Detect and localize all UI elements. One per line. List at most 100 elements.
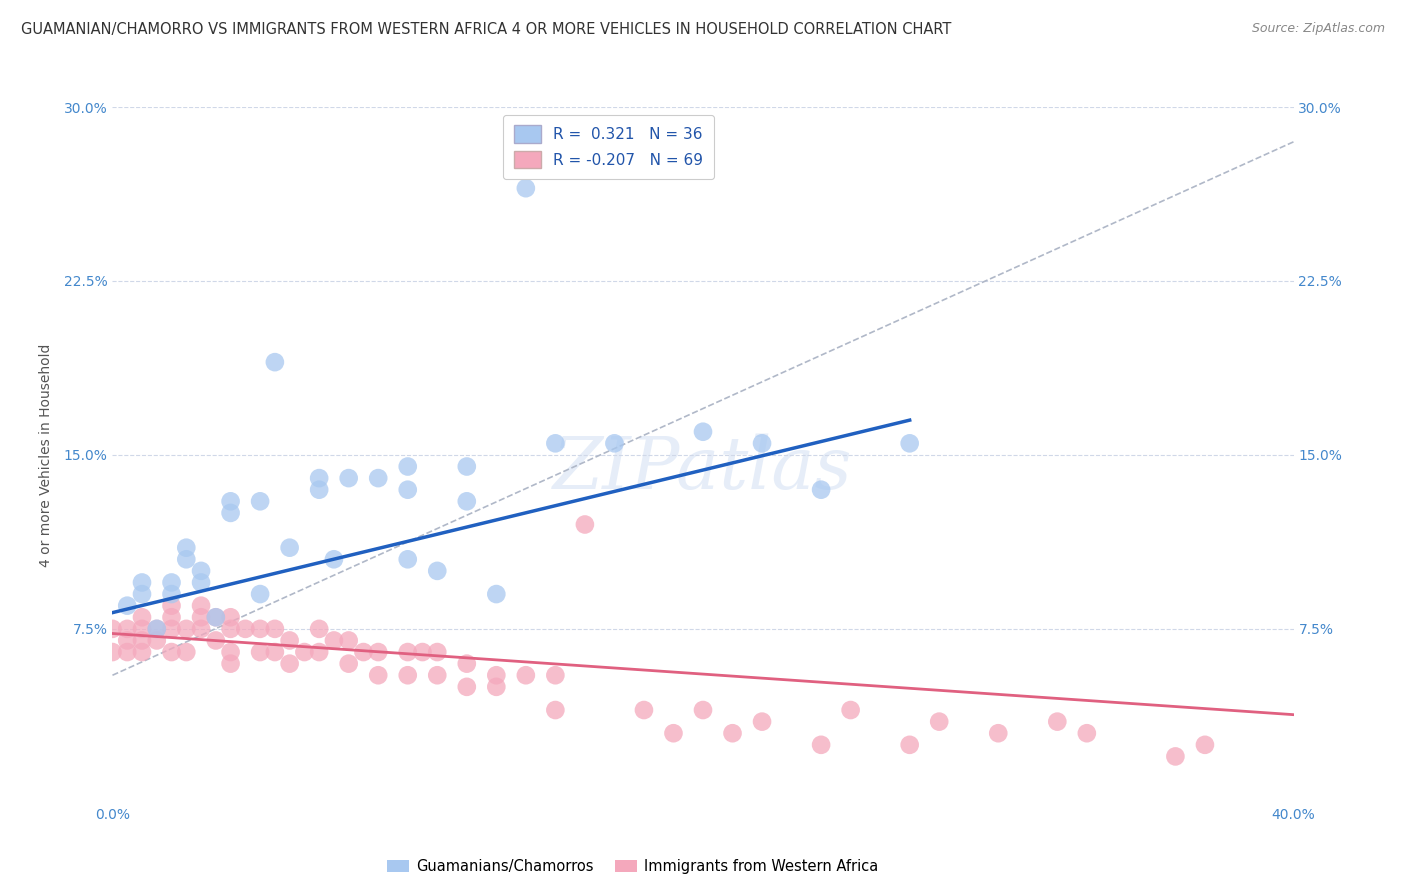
Point (485, 668, 508, 682)
Point (190, 599, 212, 613)
Point (396, 552, 419, 566)
Point (117, 645, 138, 659)
Point (205, 610, 228, 624)
Point (131, 575, 153, 590)
Point (278, 657, 301, 671)
Point (249, 622, 271, 636)
Point (367, 668, 389, 682)
Point (264, 355, 287, 369)
Point (117, 633, 138, 648)
Text: GUAMANIAN/CHAMORRO VS IMMIGRANTS FROM WESTERN AFRICA 4 OR MORE VEHICLES IN HOUSE: GUAMANIAN/CHAMORRO VS IMMIGRANTS FROM WE… (21, 22, 952, 37)
Point (308, 645, 330, 659)
Point (411, 645, 433, 659)
Point (396, 645, 419, 659)
Y-axis label: 4 or more Vehicles in Household: 4 or more Vehicles in Household (38, 343, 52, 566)
Point (721, 726, 744, 740)
Point (987, 726, 1010, 740)
Point (426, 564, 449, 578)
Point (810, 483, 832, 497)
Point (323, 552, 346, 566)
Point (603, 436, 626, 450)
Point (308, 471, 330, 485)
Point (1076, 726, 1098, 740)
Point (367, 645, 389, 659)
Point (292, 645, 315, 659)
Point (131, 587, 153, 601)
Point (485, 587, 508, 601)
Point (146, 622, 169, 636)
Point (662, 726, 685, 740)
Point (190, 564, 212, 578)
Point (396, 459, 419, 474)
Point (174, 622, 197, 636)
Point (131, 622, 153, 636)
Point (101, 622, 124, 636)
Point (323, 633, 346, 648)
Point (278, 541, 301, 555)
Point (751, 714, 773, 729)
Point (278, 633, 301, 648)
Point (515, 668, 537, 682)
Point (174, 552, 197, 566)
Point (264, 645, 287, 659)
Point (219, 645, 242, 659)
Legend: Guamanians/Chamorros, Immigrants from Western Africa: Guamanians/Chamorros, Immigrants from We… (381, 854, 884, 880)
Point (396, 668, 419, 682)
Point (308, 622, 330, 636)
Point (101, 645, 124, 659)
Point (574, 517, 596, 532)
Point (692, 703, 714, 717)
Point (515, 181, 537, 195)
Point (337, 471, 360, 485)
Point (249, 494, 271, 508)
Point (308, 483, 330, 497)
Point (174, 541, 197, 555)
Point (456, 657, 478, 671)
Point (160, 587, 183, 601)
Point (544, 436, 567, 450)
Point (160, 599, 183, 613)
Point (219, 610, 242, 624)
Point (117, 622, 138, 636)
Point (352, 645, 374, 659)
Point (839, 703, 862, 717)
Point (751, 436, 773, 450)
Point (146, 622, 169, 636)
Point (174, 645, 197, 659)
Point (456, 680, 478, 694)
Point (810, 738, 832, 752)
Point (456, 459, 478, 474)
Point (131, 610, 153, 624)
Point (1164, 749, 1187, 764)
Point (1194, 738, 1216, 752)
Point (131, 645, 153, 659)
Point (219, 657, 242, 671)
Point (190, 610, 212, 624)
Point (898, 738, 921, 752)
Point (160, 575, 183, 590)
Point (219, 494, 242, 508)
Text: Source: ZipAtlas.com: Source: ZipAtlas.com (1251, 22, 1385, 36)
Point (146, 633, 169, 648)
Legend: R =  0.321   N = 36, R = -0.207   N = 69: R = 0.321 N = 36, R = -0.207 N = 69 (503, 115, 714, 179)
Point (337, 633, 360, 648)
Point (249, 645, 271, 659)
Point (219, 622, 242, 636)
Point (544, 668, 567, 682)
Point (426, 668, 449, 682)
Point (131, 633, 153, 648)
Point (692, 425, 714, 439)
Point (160, 622, 183, 636)
Point (205, 633, 228, 648)
Point (190, 575, 212, 590)
Point (160, 645, 183, 659)
Point (337, 657, 360, 671)
Point (264, 622, 287, 636)
Point (205, 610, 228, 624)
Point (117, 599, 138, 613)
Point (367, 471, 389, 485)
Point (544, 703, 567, 717)
Point (426, 645, 449, 659)
Point (190, 622, 212, 636)
Point (485, 680, 508, 694)
